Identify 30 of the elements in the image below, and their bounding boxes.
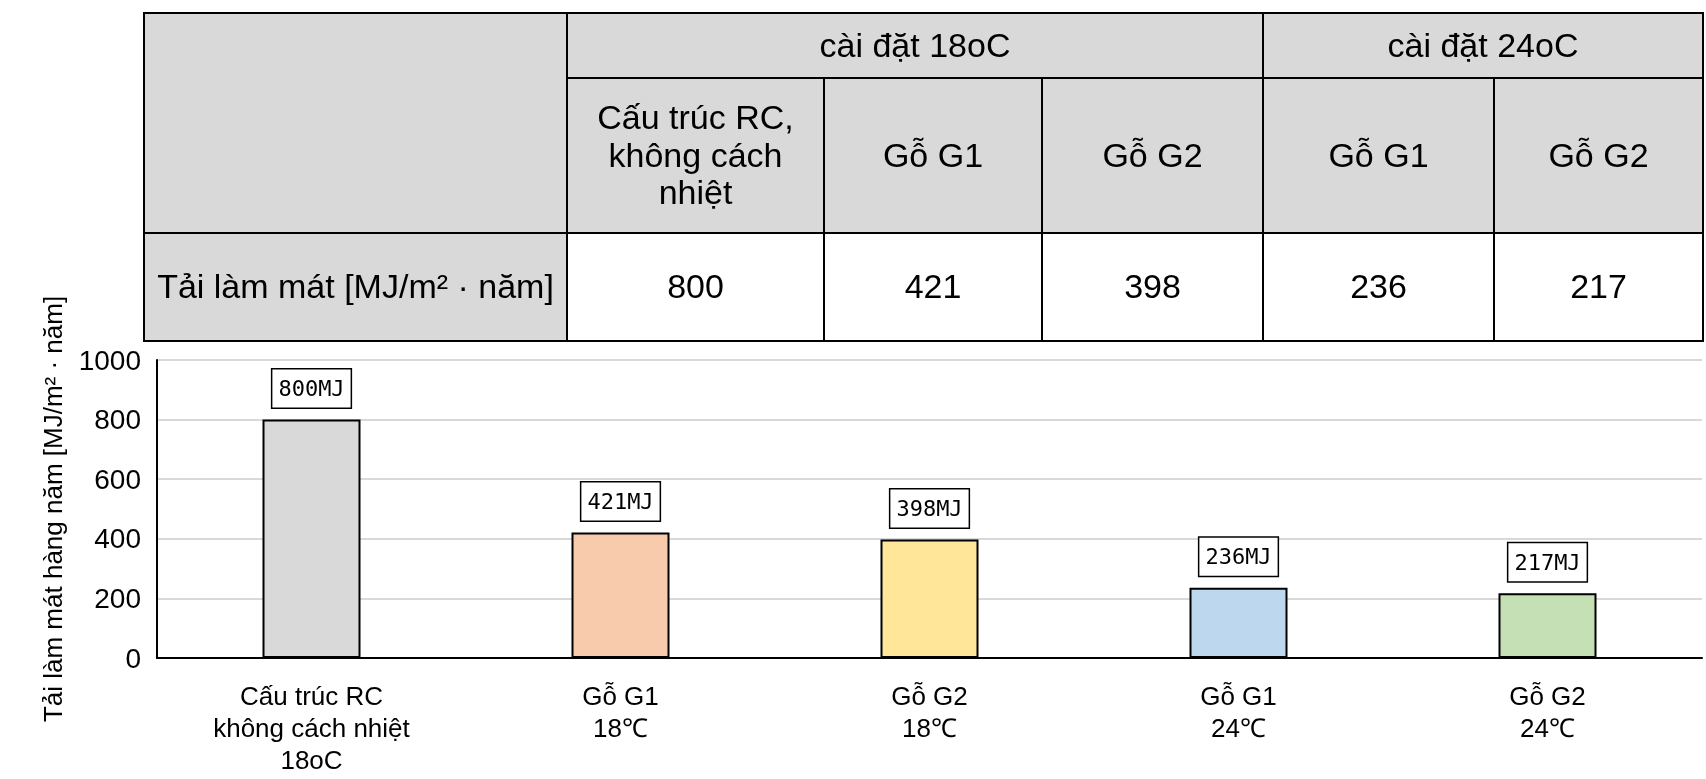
text: 217: [1493, 232, 1704, 342]
text: Tải làm mát [MJ/m² · năm]: [143, 232, 568, 342]
text: cài đặt 18oC: [566, 12, 1264, 79]
x-tick-label: Gỗ G1 24℃: [1200, 681, 1277, 743]
x-tick-label: Gỗ G2 18℃: [891, 681, 968, 743]
y-tick-label: 800: [94, 404, 141, 436]
y-axis-title: Tải làm mát hàng năm [MJ/m² · năm]: [37, 295, 68, 723]
text: Gỗ G1: [1262, 77, 1495, 234]
data-label: 398MJ: [896, 495, 963, 521]
text: 236: [1262, 232, 1495, 342]
y-tick-label: 600: [94, 463, 141, 495]
data-label: 236MJ: [1205, 544, 1272, 570]
text: Cấu trúc RC, không cách nhiệt: [566, 77, 825, 234]
data-label: 217MJ: [1514, 549, 1581, 575]
x-tick-label: Gỗ G1 18℃: [582, 681, 659, 743]
text: 421: [823, 232, 1043, 342]
x-tick-label: Gỗ G2 24℃: [1509, 681, 1586, 743]
text: Gỗ G2: [1041, 77, 1264, 234]
text: 800: [566, 232, 825, 342]
text: Gỗ G2: [1493, 77, 1704, 234]
y-tick-label: 200: [94, 582, 141, 614]
y-tick-label: 400: [94, 523, 141, 555]
data-label: 421MJ: [587, 489, 654, 515]
text: 398: [1041, 232, 1264, 342]
y-tick-label: 1000: [78, 344, 141, 376]
text: cài đặt 24oC: [1262, 12, 1704, 79]
data-label: 800MJ: [278, 376, 345, 402]
text: Gỗ G1: [823, 77, 1043, 234]
y-tick-label: 0: [125, 642, 141, 674]
x-tick-label: Cấu trúc RC không cách nhiệt 18oC: [213, 681, 411, 775]
